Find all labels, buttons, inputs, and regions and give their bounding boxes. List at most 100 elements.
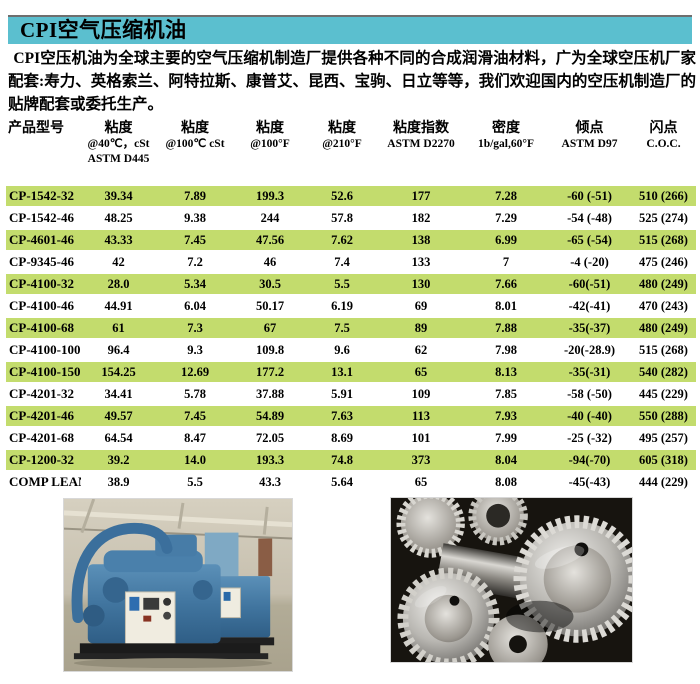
cell-vi: 373 (378, 450, 464, 470)
cell-visc100f: 193.3 (234, 450, 306, 470)
cell-visc100c: 7.89 (156, 186, 234, 206)
column-header-flash: 闪点 C.O.C. (631, 116, 696, 184)
cell-visc100f: 244 (260, 210, 280, 225)
cell-pour: -65 (-54) (548, 230, 631, 250)
cell-visc100f: 177.2 (234, 362, 306, 382)
compressor-photo (63, 498, 293, 672)
cell-pour: -4 (-20) (570, 254, 609, 269)
cell-flash: 444 (229) (639, 474, 688, 489)
cell-visc100f: 109.8 (255, 342, 285, 357)
cell-product: CP-1542-46 (9, 210, 74, 225)
cell-visc40: 38.9 (107, 474, 130, 489)
cell-vi: 130 (378, 274, 464, 294)
table-row: CP-4100-32 28.0 5.34 30.5 5.5 130 7.66 -60(-51)… (6, 274, 696, 294)
column-sublabel: ASTM D2270 (387, 138, 455, 150)
cell-visc210f: 7.62 (306, 230, 378, 250)
table-row: COMP LEANII 38.9 5.5 43.3 5.64 65 8.08 -45(-43)… (6, 472, 696, 492)
column-sublabel: ASTM D97 (561, 138, 618, 150)
cell-visc100f: 37.88 (255, 386, 285, 401)
column-header-vi: 粘度指数 ASTM D2270 (378, 116, 464, 184)
cell-density: 7.28 (464, 186, 548, 206)
cell-flash: 470 (243) (639, 298, 688, 313)
cell-visc100c: 7.45 (156, 406, 234, 426)
title-bar: CPI空气压缩机油 (8, 15, 692, 44)
cell-visc100c: 7.2 (187, 254, 203, 269)
cell-product: CP-4201-68 (9, 430, 74, 445)
cell-vi: 109 (411, 386, 431, 401)
cell-density: 7.98 (495, 342, 517, 357)
table-row: CP-4100-68 61 7.3 67 7.5 89 7.88 -35(-37) 480 (2… (6, 318, 696, 338)
cell-density: 8.04 (464, 450, 548, 470)
cell-visc210f: 13.1 (306, 362, 378, 382)
cell-product: CP-4100-100 (9, 342, 81, 357)
table-row: CP-1542-46 48.25 9.38 244 57.8 182 7.29 -54 (-4… (6, 208, 696, 228)
column-label: 粘度 (104, 121, 133, 136)
page-title: CPI空气压缩机油 (20, 18, 187, 42)
cell-pour: -42(-41) (568, 298, 611, 313)
cell-visc40: 154.25 (81, 362, 156, 382)
cell-visc40: 61 (81, 318, 156, 338)
cell-flash: 515 (268) (639, 342, 688, 357)
cell-visc100c: 5.34 (156, 274, 234, 294)
column-header-visc100f: 粘度 @100°F (234, 116, 306, 184)
cell-visc210f: 5.91 (331, 386, 353, 401)
column-label: 产品型号 (8, 121, 64, 136)
cell-visc40: 39.34 (81, 186, 156, 206)
column-sublabel: C.O.C. (646, 138, 681, 150)
table-row: CP-4201-32 34.41 5.78 37.88 5.91 109 7.85 -58 (… (6, 384, 696, 404)
cell-visc210f: 6.19 (331, 298, 353, 313)
cell-flash: 480 (249) (631, 318, 696, 338)
header-row: 产品型号 粘度 @40℃，cSt ASTM D445 粘度 @100℃ cSt 粘度 @100… (6, 116, 696, 184)
cell-product: CP-4601-46 (6, 230, 81, 250)
cell-pour: -60(-51) (548, 274, 631, 294)
cell-visc40: 39.2 (81, 450, 156, 470)
cell-flash: 525 (274) (639, 210, 688, 225)
column-sublabel: @100℃ cSt (165, 138, 225, 150)
cell-visc100c: 7.3 (156, 318, 234, 338)
cell-flash: 515 (268) (631, 230, 696, 250)
cell-visc40: 28.0 (81, 274, 156, 294)
table-row: CP-4201-68 64.54 8.47 72.05 8.69 101 7.99 -25 (… (6, 428, 696, 448)
cell-visc100c: 9.3 (187, 342, 203, 357)
column-sublabel: ASTM D445 (87, 153, 150, 165)
cell-density: 8.08 (495, 474, 517, 489)
cell-visc210f: 7.4 (334, 254, 350, 269)
cell-vi: 113 (378, 406, 464, 426)
cell-visc100f: 72.05 (255, 430, 285, 445)
cell-product: CP-4201-32 (9, 386, 74, 401)
cell-density: 7.29 (495, 210, 517, 225)
cell-density: 7.66 (464, 274, 548, 294)
cell-product: CP-4100-150 (6, 362, 81, 382)
cell-vi: 89 (378, 318, 464, 338)
spec-table-header: 产品型号 粘度 @40℃，cSt ASTM D445 粘度 @100℃ cSt 粘度 @100… (6, 116, 696, 184)
cell-visc100f: 50.17 (255, 298, 285, 313)
cell-visc40: 44.91 (104, 298, 133, 313)
cell-pour: -35(-37) (548, 318, 631, 338)
cell-visc100c: 5.78 (184, 386, 206, 401)
cell-density: 7.93 (464, 406, 548, 426)
cell-density: 7.85 (495, 386, 517, 401)
table-row: CP-1200-32 39.2 14.0 193.3 74.8 373 8.04 -94(-7… (6, 450, 696, 470)
cell-product: CP-9345-46 (9, 254, 74, 269)
cell-visc40: 43.33 (81, 230, 156, 250)
cell-vi: 65 (414, 474, 428, 489)
cell-visc40: 64.54 (104, 430, 133, 445)
table-row: CP-4100-100 96.4 9.3 109.8 9.6 62 7.98 -20(-28.… (6, 340, 696, 360)
column-label: 粘度 (256, 121, 284, 136)
column-header-density: 密度 1b/gal,60°F (464, 116, 548, 184)
table-row: CP-4201-46 49.57 7.45 54.89 7.63 113 7.93 -40 (… (6, 406, 696, 426)
cell-product: CP-4100-68 (6, 318, 81, 338)
cell-visc210f: 8.69 (331, 430, 353, 445)
cell-visc100f: 43.3 (259, 474, 281, 489)
cell-pour: -25 (-32) (567, 430, 612, 445)
column-label: 闪点 (649, 121, 678, 136)
spec-table: 产品型号 粘度 @40℃，cSt ASTM D445 粘度 @100℃ cSt 粘度 @100… (6, 114, 696, 494)
spec-table-body: CP-1542-32 39.34 7.89 199.3 52.6 177 7.28 -60 (… (6, 186, 696, 492)
table-row: CP-4100-150 154.25 12.69 177.2 13.1 65 8.13 -35… (6, 362, 696, 382)
intro-paragraph: CPI空压机油为全球主要的空气压缩机制造厂提供各种不同的合成润滑油材料，广为全球… (8, 50, 696, 113)
compressor-illustration (64, 499, 292, 671)
cell-visc100c: 12.69 (156, 362, 234, 382)
cell-flash: 540 (282) (631, 362, 696, 382)
cell-visc100c: 9.38 (184, 210, 206, 225)
cell-visc210f: 52.6 (306, 186, 378, 206)
